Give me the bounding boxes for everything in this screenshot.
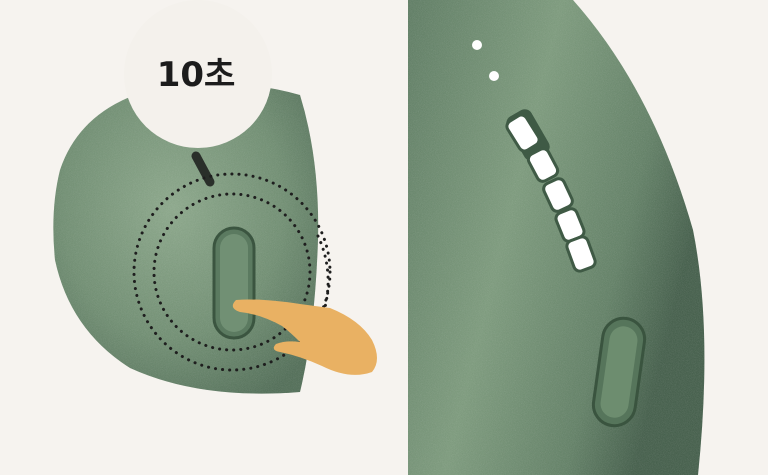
status-dots xyxy=(472,40,499,81)
right-closeup-panel xyxy=(408,0,768,475)
timer-badge-label: 10초 xyxy=(157,55,236,95)
led-indicator-bar xyxy=(505,109,597,273)
timer-badge: 10초 xyxy=(124,0,272,148)
device-press-illustration: 10초 xyxy=(53,0,377,394)
led-segment-3 xyxy=(542,177,574,213)
device-closeup-body xyxy=(408,0,705,475)
led-segment-5 xyxy=(565,235,597,273)
left-illustration-panel: 10초 xyxy=(53,0,377,394)
press-indicator-rings xyxy=(132,172,332,372)
pointing-hand-icon xyxy=(232,299,377,375)
strap-slot xyxy=(191,151,215,187)
device-closeup-illustration xyxy=(408,0,705,475)
closeup-power-button[interactable] xyxy=(591,316,648,429)
power-button[interactable] xyxy=(212,226,256,340)
led-segment-2 xyxy=(526,147,560,183)
led-segment-1 xyxy=(505,113,541,153)
